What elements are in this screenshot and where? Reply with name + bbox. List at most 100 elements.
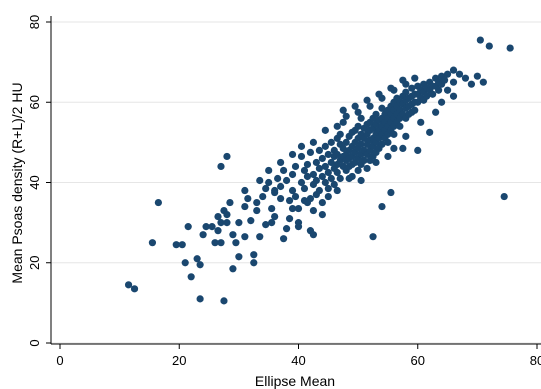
- data-point: [443, 70, 452, 78]
- data-point: [432, 108, 440, 116]
- data-point: [220, 297, 228, 305]
- data-point: [223, 219, 231, 227]
- data-point: [390, 144, 398, 152]
- data-point: [333, 122, 341, 130]
- data-point: [271, 213, 279, 221]
- y-tick-label: 40: [27, 175, 42, 189]
- data-point: [202, 223, 210, 231]
- data-point: [235, 253, 243, 261]
- data-point: [384, 138, 392, 146]
- data-point: [178, 241, 186, 249]
- data-point: [279, 235, 288, 243]
- x-tick-label: 40: [291, 353, 305, 368]
- data-point: [339, 118, 347, 126]
- data-point: [378, 202, 386, 211]
- data-point: [324, 168, 332, 177]
- data-point: [247, 217, 255, 225]
- data-point: [253, 198, 261, 207]
- data-point: [235, 219, 243, 227]
- data-point: [375, 90, 383, 98]
- data-point: [318, 172, 326, 181]
- data-point: [223, 152, 231, 161]
- data-point: [309, 138, 318, 146]
- data-point: [467, 80, 476, 88]
- data-point: [318, 198, 326, 207]
- data-point: [256, 176, 264, 185]
- data-point: [309, 206, 318, 215]
- data-point: [417, 118, 425, 126]
- data-point: [440, 76, 449, 84]
- data-point: [339, 106, 347, 114]
- data-point: [390, 130, 398, 138]
- data-point: [265, 178, 273, 187]
- data-point: [306, 148, 315, 157]
- data-point: [387, 84, 395, 92]
- data-point: [357, 140, 365, 148]
- data-point: [300, 184, 309, 193]
- data-point: [330, 180, 338, 189]
- y-axis-title: Mean Psoas density (R+L)/2 HU: [9, 82, 25, 283]
- data-point: [184, 223, 192, 231]
- data-point: [193, 255, 201, 263]
- data-point: [253, 206, 261, 215]
- data-point: [321, 178, 329, 187]
- data-point: [288, 150, 297, 159]
- data-point: [354, 166, 362, 175]
- data-point: [321, 126, 329, 134]
- data-point: [291, 162, 300, 171]
- data-point: [244, 194, 252, 203]
- data-point: [288, 170, 297, 179]
- data-point: [435, 86, 443, 94]
- data-point: [402, 88, 410, 96]
- data-point: [426, 128, 434, 136]
- data-point: [217, 162, 225, 171]
- data-point: [315, 146, 323, 154]
- data-point: [363, 164, 371, 173]
- data-point: [429, 90, 437, 98]
- data-point: [342, 112, 350, 120]
- data-point: [327, 158, 335, 167]
- data-point: [461, 74, 470, 82]
- data-point: [479, 78, 487, 86]
- data-point: [378, 140, 386, 148]
- data-point: [297, 178, 306, 187]
- data-point: [411, 106, 419, 114]
- data-point: [333, 186, 341, 195]
- data-point: [181, 259, 189, 267]
- data-point: [211, 239, 219, 247]
- data-point: [277, 158, 285, 167]
- data-point: [485, 42, 493, 50]
- data-point: [342, 138, 350, 146]
- data-point: [366, 102, 374, 110]
- data-point: [423, 92, 431, 100]
- data-point: [271, 188, 279, 197]
- data-point: [250, 251, 258, 259]
- data-point: [277, 182, 285, 191]
- data-point: [345, 174, 353, 183]
- data-point: [268, 219, 276, 227]
- tick-labels: 0 20 40 60 80 0 20 40 60 80: [27, 15, 541, 368]
- data-point: [506, 44, 514, 52]
- y-tick-label: 20: [27, 256, 42, 270]
- data-point: [259, 192, 267, 201]
- x-axis-title: Ellipse Mean: [255, 373, 335, 389]
- data-point: [443, 86, 452, 94]
- data-point: [262, 184, 270, 193]
- data-point: [229, 265, 237, 273]
- data-point: [172, 241, 180, 249]
- data-point: [315, 186, 323, 195]
- data-point: [241, 233, 249, 241]
- data-point: [449, 92, 458, 100]
- data-point: [241, 202, 249, 211]
- data-point: [339, 144, 347, 152]
- data-point: [399, 76, 407, 84]
- data-point: [265, 166, 273, 175]
- data-point: [372, 158, 380, 167]
- data-point: [402, 132, 410, 140]
- data-point: [217, 239, 225, 247]
- data-point: [312, 158, 320, 167]
- data-point: [282, 225, 291, 233]
- data-point: [285, 196, 294, 205]
- data-point: [262, 221, 270, 229]
- data-point: [232, 239, 240, 247]
